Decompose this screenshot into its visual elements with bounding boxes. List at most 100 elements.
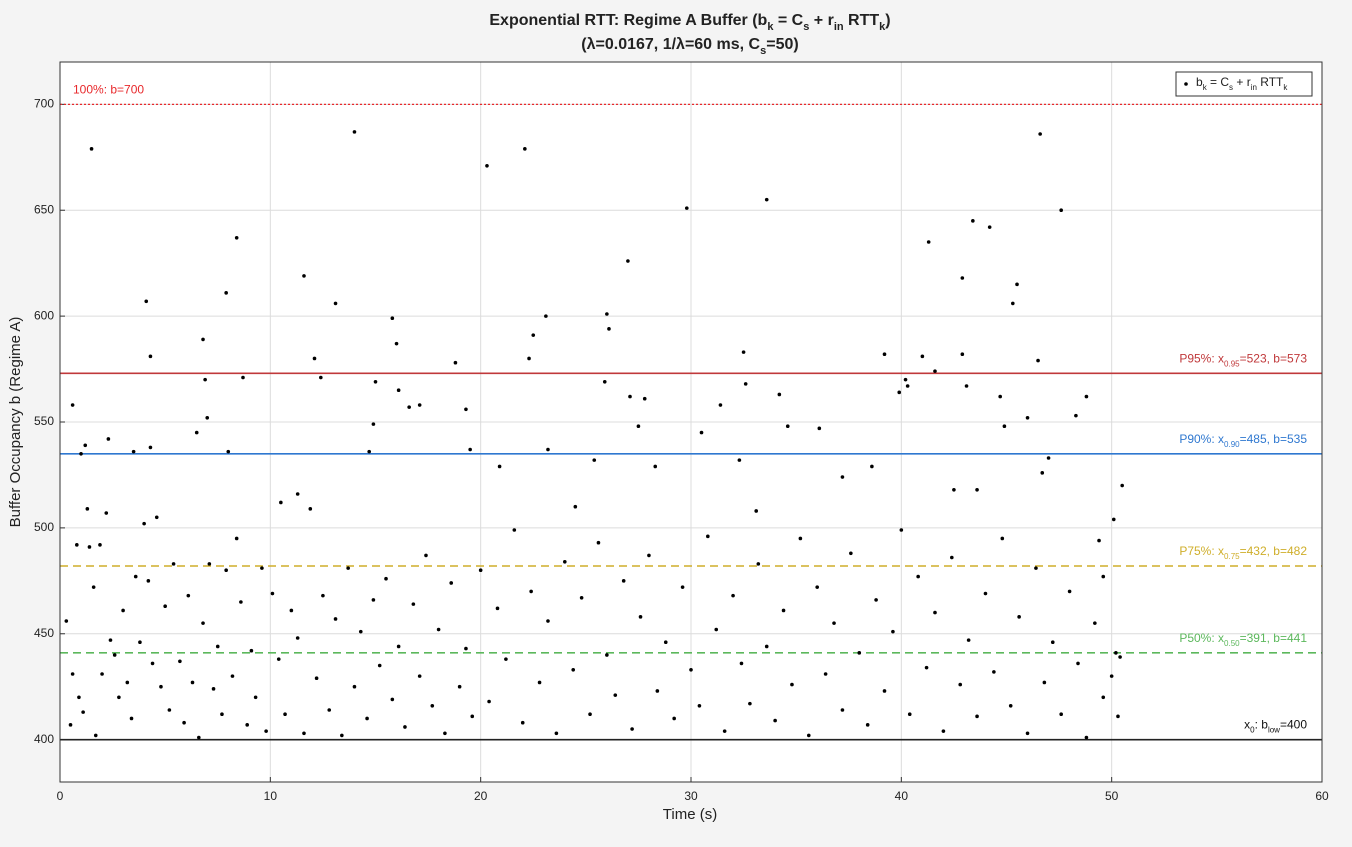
point bbox=[849, 551, 853, 556]
point bbox=[270, 591, 275, 596]
subscript: k bbox=[1203, 83, 1208, 92]
point bbox=[289, 608, 294, 613]
point bbox=[384, 576, 388, 581]
point bbox=[327, 708, 332, 712]
point bbox=[764, 197, 769, 202]
text-part: = C bbox=[1207, 75, 1230, 89]
point bbox=[201, 621, 205, 625]
point bbox=[144, 299, 149, 304]
point bbox=[396, 388, 401, 393]
legend-label: bk = Cs + rin RTTk bbox=[1196, 75, 1288, 91]
point bbox=[1111, 517, 1116, 522]
point bbox=[194, 430, 199, 435]
chart-title: Exponential RTT: Regime A Buffer (bk = C… bbox=[489, 12, 890, 33]
y-tick-label: 450 bbox=[34, 626, 54, 640]
text-part: + r bbox=[809, 12, 833, 29]
point bbox=[1101, 695, 1106, 700]
point bbox=[91, 585, 96, 589]
subscript: k bbox=[879, 21, 886, 33]
point bbox=[159, 684, 163, 689]
point bbox=[1017, 615, 1021, 619]
point bbox=[739, 661, 744, 666]
point bbox=[468, 447, 472, 452]
subscript: s bbox=[1229, 83, 1233, 92]
point bbox=[89, 147, 94, 151]
point bbox=[926, 240, 931, 244]
point bbox=[605, 312, 609, 316]
point bbox=[340, 733, 344, 738]
y-tick-label: 700 bbox=[34, 97, 54, 111]
point bbox=[706, 534, 710, 539]
point bbox=[226, 449, 231, 454]
point bbox=[81, 710, 85, 714]
point bbox=[1034, 566, 1038, 570]
subscript: in bbox=[834, 21, 844, 33]
chart-subtitle: (λ=0.0167, 1/λ=60 ms, Cs=50) bbox=[581, 36, 798, 57]
point bbox=[975, 714, 979, 719]
point bbox=[112, 653, 117, 657]
point bbox=[308, 507, 313, 511]
point bbox=[630, 727, 634, 731]
point bbox=[75, 543, 79, 547]
point bbox=[367, 449, 371, 454]
point bbox=[1109, 674, 1114, 678]
point bbox=[234, 536, 239, 541]
x-tick-label: 30 bbox=[684, 789, 698, 803]
point bbox=[897, 390, 902, 395]
point bbox=[79, 451, 83, 456]
point bbox=[933, 369, 937, 373]
point bbox=[512, 528, 517, 532]
point bbox=[823, 672, 828, 676]
reference-label: P75%: x0.75=432, b=482 bbox=[1179, 544, 1307, 560]
point bbox=[737, 458, 742, 462]
point bbox=[125, 680, 130, 685]
plot-frame bbox=[59, 61, 1323, 783]
point bbox=[1097, 538, 1101, 543]
point bbox=[777, 392, 782, 397]
point bbox=[211, 687, 216, 691]
point bbox=[1040, 471, 1045, 475]
point bbox=[754, 509, 759, 513]
point bbox=[529, 589, 533, 594]
point bbox=[857, 651, 862, 655]
point bbox=[178, 659, 182, 664]
reference-label: P50%: x0.50=391, b=441 bbox=[1179, 631, 1307, 647]
point bbox=[70, 672, 75, 676]
point bbox=[899, 528, 904, 532]
point bbox=[197, 735, 201, 740]
point bbox=[108, 638, 113, 642]
point bbox=[224, 568, 228, 573]
text-part: RTT bbox=[1257, 75, 1284, 89]
point bbox=[241, 375, 245, 380]
x-tick-label: 0 bbox=[57, 789, 64, 803]
point bbox=[1118, 655, 1122, 659]
point bbox=[190, 680, 195, 685]
point bbox=[638, 615, 643, 619]
text-part: P75%: x bbox=[1179, 544, 1224, 558]
point bbox=[596, 540, 601, 545]
point bbox=[417, 403, 422, 407]
point bbox=[636, 424, 641, 429]
point bbox=[430, 703, 435, 708]
reference-label: P95%: x0.95=523, b=573 bbox=[1179, 351, 1307, 367]
point bbox=[680, 585, 685, 589]
point bbox=[1116, 714, 1120, 719]
point bbox=[722, 729, 727, 733]
point bbox=[150, 661, 155, 666]
point bbox=[563, 559, 567, 564]
point bbox=[588, 712, 592, 717]
point bbox=[684, 206, 689, 210]
text-part: P90%: x bbox=[1179, 432, 1224, 446]
point bbox=[346, 566, 350, 570]
point bbox=[663, 640, 668, 645]
point bbox=[314, 676, 319, 681]
point bbox=[352, 684, 357, 689]
point bbox=[497, 464, 502, 469]
legend-box bbox=[1175, 71, 1313, 97]
point bbox=[1015, 282, 1019, 287]
point bbox=[1042, 680, 1047, 685]
point bbox=[960, 276, 965, 280]
point bbox=[950, 555, 954, 560]
point bbox=[319, 375, 323, 380]
y-tick-label: 650 bbox=[34, 202, 54, 216]
